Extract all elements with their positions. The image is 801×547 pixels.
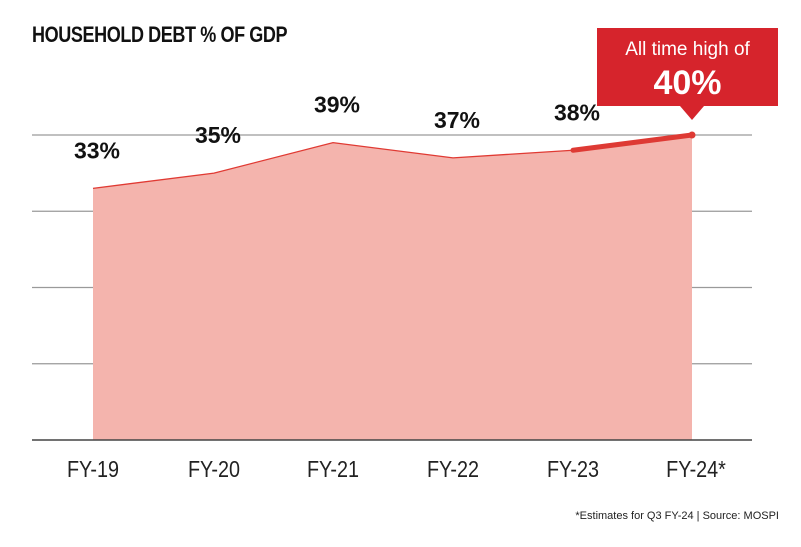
- chart-title: HOUSEHOLD DEBT % OF GDP: [32, 22, 288, 47]
- footnote: *Estimates for Q3 FY-24 | Source: MOSPI: [575, 510, 779, 522]
- series-area: [92, 131, 696, 440]
- tick-label-fy21: FY-21: [307, 457, 359, 483]
- tick-label-fy20: FY-20: [188, 457, 240, 483]
- data-label-fy22: 37%: [434, 107, 480, 133]
- callout-text-line1: All time high of: [625, 39, 750, 60]
- data-label-fy19: 33%: [74, 137, 120, 163]
- callout-pointer: [680, 106, 704, 120]
- highlight-segment: [570, 132, 695, 153]
- callout-text-line2: 40%: [653, 64, 721, 102]
- data-labels: 33% 35% 39% 37% 38%: [74, 92, 600, 164]
- tick-label-fy19: FY-19: [67, 457, 119, 483]
- tick-label-fy24: FY-24*: [666, 457, 726, 483]
- data-label-fy21: 39%: [314, 92, 360, 118]
- callout-box: [597, 28, 778, 106]
- peak-point: [688, 131, 696, 139]
- data-label-fy23: 38%: [554, 99, 600, 125]
- area-fill: [93, 135, 692, 440]
- tick-label-fy22: FY-22: [427, 457, 479, 483]
- tick-label-fy23: FY-23: [547, 457, 599, 483]
- x-tick-labels: FY-19 FY-20 FY-21 FY-22 FY-23 FY-24*: [67, 457, 726, 483]
- data-label-fy20: 35%: [195, 122, 241, 148]
- callout: All time high of 40%: [597, 28, 778, 120]
